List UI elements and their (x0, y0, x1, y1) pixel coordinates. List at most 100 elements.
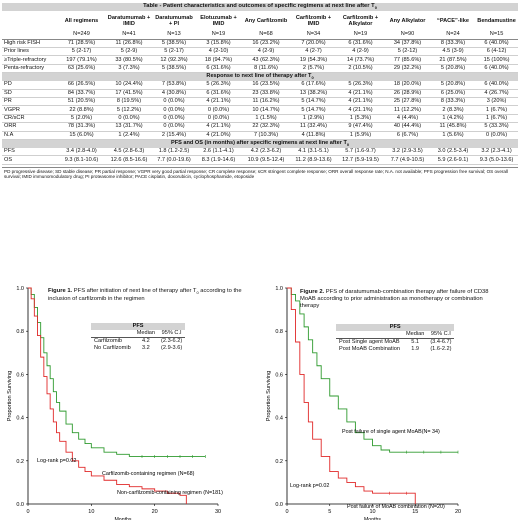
n-cell (2, 31, 58, 40)
x-tick-label: 15 (412, 509, 418, 515)
x-tick-label: 0 (285, 509, 288, 515)
km-curve-series-2 (28, 287, 187, 504)
figure2-caption: Figure 2. PFS of daratumumab-combination… (300, 289, 515, 310)
table-cell: 8 (33.3%) (431, 39, 475, 48)
column-header: Daratumumab + PI (155, 14, 193, 28)
figure1-pfs-table: PFS Median 95% C.I Carfilzomib 4.2 (2.3-… (91, 323, 186, 352)
logrank-label: Log-rank p=0.02 (37, 458, 76, 464)
table-cell: 11.2 (8.9-13.6) (290, 155, 337, 165)
table-cell: 9 (47.4%) (337, 122, 384, 132)
figure2-caption-text: PFS of daratumumab-combination therapy a… (324, 289, 489, 295)
table-cell: 1 (1.5%) (242, 114, 290, 124)
table-cell: 1 (6.7%) (475, 105, 519, 115)
table-cell: 11 (32.4%) (290, 122, 337, 132)
table-footnote: PD progressive disease; SD stable diseas… (2, 166, 518, 180)
pfs-header: 95% C.I (427, 331, 455, 339)
table-cell: 29 (32.2%) (384, 64, 431, 74)
x-tick-label: 20 (455, 509, 461, 515)
table-cell: 78 (31.3%) (58, 122, 105, 132)
row-label: Prior lines (2, 47, 58, 57)
pfs-ci: (2.3-6.2) (161, 338, 183, 344)
table-row: High risk FISH 71 (28.5%) 11 (26.8%) 5 (38.… (2, 39, 519, 48)
n-cell: N=19 (337, 31, 384, 40)
table-cell: 7 (10.3%) (242, 131, 290, 140)
table-cell: 4.1 (3.1-5.1) (290, 148, 337, 157)
table-cell: 8 (11.6%) (242, 64, 290, 74)
table-cell: 0 (0.0%) (153, 122, 195, 132)
section-pfs-os: PFS and OS (in months) after specific re… (2, 139, 519, 149)
table-cell: 5.7 (1.6-9.7) (337, 148, 384, 157)
table-cell: 25 (27.8%) (384, 97, 431, 107)
series-label-2: Post failure of MoAB combination (N=20) (347, 504, 445, 510)
table-cell: 5 (20.8%) (431, 81, 475, 90)
n-cell: N=15 (475, 31, 519, 40)
section-pfs-os-text: PFS and OS (in months) after specific re… (2, 139, 519, 149)
table-cell: 6 (31.6%) (195, 64, 242, 74)
table-cell: 8 (19.5%) (105, 97, 153, 107)
table-cell: 5 (20.8%) (431, 64, 475, 74)
table-cell: 2 (10.5%) (337, 64, 384, 74)
table-cell: 1 (5.6%) (431, 131, 475, 140)
table-row: PFS 3.4 (2.8-4.0) 4.5 (2.8-6.3) 1.8 (1.2-2.… (2, 148, 519, 157)
n-cell: N=19 (195, 31, 242, 40)
table-cell: 12.6 (8.5-16.6) (105, 155, 153, 165)
column-header: Bendamustine (477, 17, 516, 24)
table-cell: 12 (92.3%) (153, 55, 195, 65)
table-cell: 66 (26.5%) (58, 81, 105, 90)
table-cell: 2.6 (1.1-4.1) (195, 148, 242, 157)
y-tick-label: 0.4 (16, 416, 24, 422)
pfs-header (91, 330, 134, 338)
table-cell: 9.3 (5.0-13.6) (475, 155, 519, 165)
n-cell: N=90 (384, 31, 431, 40)
table-title: Table - Patient characteristics and outc… (2, 3, 519, 12)
table-cell: 5 (2.0%) (58, 114, 105, 124)
table-cell: 0 (0.0%) (153, 97, 195, 107)
section-response: Response to next line of therapy after T… (2, 72, 519, 82)
table-row: PR 51 (20.5%) 8 (19.5%) 0 (0.0%) 4 (21.1%) 11… (2, 97, 519, 107)
row-label: PR (2, 97, 58, 107)
table-cell: 11 (16.2%) (242, 97, 290, 107)
table-cell: 3 (15.8%) (195, 39, 242, 48)
pfs-median: 3.2 (141, 345, 150, 351)
row-label: N.A (2, 131, 58, 140)
table-cell: 18 (94.7%) (195, 55, 242, 65)
table-cell: 0 (0.0%) (195, 114, 242, 124)
table-cell: 6 (40.0%) (475, 39, 519, 48)
table-cell: 0 (0.0%) (105, 114, 153, 124)
table-cell: 26 (28.9%) (384, 89, 431, 99)
table-cell: 5 (26.3%) (337, 81, 384, 90)
table-cell: 1 (5.3%) (337, 114, 384, 124)
table-row: ORR 78 (31.3%) 13 (31.7%) 0 (0.0%) 4 (21.1%)… (2, 122, 519, 132)
pfs-header: Median (402, 331, 428, 339)
pfs-header: Median (133, 330, 159, 338)
y-tick-label: 0.8 (275, 329, 283, 335)
logrank-label: Log-rank p=0.02 (290, 483, 329, 489)
column-header: Daratumumab + IMID (107, 14, 151, 28)
table-cell: 1 (2.4%) (105, 131, 153, 140)
table-row: CR/sCR 5 (2.0%) 0 (0.0%) 0 (0.0%) 0 (0.0%) 1 … (2, 114, 519, 124)
figure2-km-chart: 0.0 0.2 0.4 0.6 0.8 1.0 0 5 10 15 20 Proportion Sur… (266, 286, 461, 520)
column-header: Carfilzomib + Alkylator (342, 14, 379, 28)
table-cell: 5 (14.7%) (290, 105, 337, 115)
x-tick-label: 20 (152, 509, 158, 515)
table-cell: 5 (38.5%) (153, 39, 195, 48)
y-axis-label: Proportion Surviving (266, 371, 272, 421)
table-cell: 11 (26.8%) (105, 39, 153, 48)
table-cell: 7 (53.8%) (153, 81, 195, 90)
x-tick-label: 10 (88, 509, 94, 515)
n-cell: N=34 (290, 31, 337, 40)
km-curve-series-1 (28, 287, 206, 457)
table-cell: 22 (32.3%) (242, 122, 290, 132)
table-cell: 5 (14.7%) (290, 97, 337, 107)
km-curve-series-2 (287, 287, 416, 504)
row-label: ≥Triple-refractory (2, 55, 58, 65)
table-cell: 14 (73.7%) (337, 55, 384, 65)
table-row: SD 84 (33.7%) 17 (41.5%) 4 (30.8%) 6 (31.6%)… (2, 89, 519, 99)
table-cell: 43 (62.3%) (242, 55, 290, 65)
x-axis-label: Months (364, 517, 381, 520)
table-cell: 51 (20.5%) (58, 97, 105, 107)
table-cell: 77 (85.6%) (384, 55, 431, 65)
table-cell: 33 (80.5%) (105, 55, 153, 65)
table-cell: 0 (0.0%) (153, 105, 195, 115)
y-tick-label: 0.6 (275, 372, 283, 378)
